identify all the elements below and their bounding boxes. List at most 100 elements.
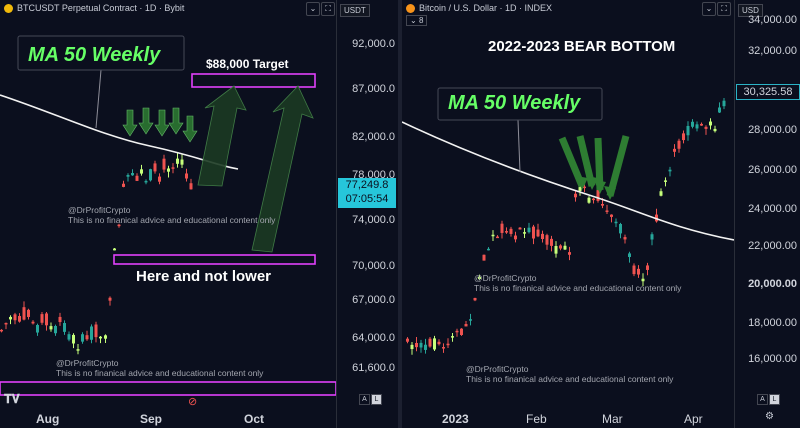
candle-body xyxy=(167,168,170,172)
candle-body xyxy=(410,344,414,350)
price-tick: 64,000.0 xyxy=(352,332,395,344)
candle-body xyxy=(704,126,708,129)
candle-body xyxy=(583,186,586,189)
right-price-axis[interactable]: USD 34,000.00 32,000.00 28,000.00 26,000… xyxy=(734,0,800,428)
right-current-price-box: 30,325.58 xyxy=(736,84,800,100)
candle-body xyxy=(473,297,477,301)
candle-body xyxy=(446,343,450,346)
candle-body xyxy=(718,107,721,113)
left-plot-area[interactable] xyxy=(0,0,336,428)
candle-body xyxy=(162,158,166,170)
candle-body xyxy=(695,124,699,129)
price-tick: 34,000.00 xyxy=(748,14,797,26)
candle-body xyxy=(482,254,486,261)
candle-body xyxy=(171,167,175,169)
auto-scale-button[interactable]: A xyxy=(359,394,370,405)
candle-body xyxy=(641,278,645,282)
candle-body xyxy=(442,347,445,349)
right-symbol-title: Bitcoin / U.S. Dollar · 1D · INDEX xyxy=(419,3,553,13)
price-tick: 32,000.00 xyxy=(748,45,797,57)
price-tick: 92,000.0 xyxy=(352,38,395,50)
panel-divider[interactable] xyxy=(398,0,402,428)
candle-body xyxy=(54,325,57,334)
x-axis-label: Sep xyxy=(140,412,163,426)
right-symbol-bar[interactable]: Bitcoin / U.S. Dollar · 1D · INDEX xyxy=(402,0,552,16)
candle-body xyxy=(81,334,84,342)
candle-body xyxy=(596,188,600,201)
ma-callout-box xyxy=(17,35,185,71)
down-arrow-icon xyxy=(182,115,198,143)
tradingview-logo-icon[interactable]: 𝐓𝐕 xyxy=(4,392,20,406)
left-symbol-bar[interactable]: BTCUSDT Perpetual Contract · 1D · Bybit xyxy=(0,0,184,16)
log-scale-button[interactable]: L xyxy=(769,394,780,405)
candle-body xyxy=(550,238,553,246)
candle-body xyxy=(424,344,427,350)
price-tick: 16,000.00 xyxy=(748,353,797,365)
support-label: Here and not lower xyxy=(136,268,272,285)
candle-body xyxy=(628,253,631,258)
candle-body xyxy=(682,133,685,141)
expand-icon[interactable]: ⛶ xyxy=(717,2,731,16)
goto-realtime-icon[interactable]: ⊘ xyxy=(188,396,198,408)
candle-body xyxy=(117,224,121,227)
current-price: 30,325.58 xyxy=(743,86,793,98)
left-current-price-box: 77,249.8 07:05:54 xyxy=(338,178,396,208)
candle-body xyxy=(601,203,604,206)
watermark: @DrProfitCrypto This is no finanical advi… xyxy=(466,364,674,384)
candle-body xyxy=(135,175,139,181)
auto-scale-button[interactable]: A xyxy=(757,394,768,405)
indicator-count-badge[interactable]: ⌄ 8 xyxy=(406,15,428,26)
down-arrow-icon xyxy=(586,176,598,190)
candle-body xyxy=(700,123,703,126)
candle-body xyxy=(496,236,499,239)
down-arrow-icon xyxy=(576,176,588,190)
right-chart-panel: Bitcoin / U.S. Dollar · 1D · INDEX ⌄ 8 ⌄… xyxy=(402,0,800,428)
log-scale-button[interactable]: L xyxy=(371,394,382,405)
left-currency-label[interactable]: USDT xyxy=(340,4,370,17)
candle-body xyxy=(686,125,690,136)
candle-body xyxy=(623,237,627,240)
right-currency-label[interactable]: USD xyxy=(738,4,763,17)
candle-body xyxy=(189,183,193,190)
candle-body xyxy=(185,173,188,179)
candle-body xyxy=(673,148,676,152)
candle-body xyxy=(428,338,432,347)
candle-body xyxy=(505,231,508,233)
candle-body xyxy=(18,315,21,322)
expand-icon[interactable]: ⛶ xyxy=(321,2,335,16)
candle-body xyxy=(559,245,562,249)
price-tick: 26,000.00 xyxy=(748,164,797,176)
price-tick: 82,000.0 xyxy=(352,131,395,143)
bitcoin-icon xyxy=(406,3,415,13)
candle-body xyxy=(532,226,535,239)
candle-body xyxy=(619,224,622,234)
right-plot-area[interactable] xyxy=(402,0,734,428)
chevron-down-icon[interactable]: ⌄ xyxy=(306,2,320,16)
chart-settings-icon[interactable]: ⚙ xyxy=(765,411,774,422)
x-axis-label: Feb xyxy=(526,412,547,426)
target-zone-box xyxy=(191,73,316,88)
target-label: $88,000 Target xyxy=(206,57,289,71)
candle-body xyxy=(72,334,75,344)
candle-body xyxy=(131,173,134,176)
candle-body xyxy=(36,324,39,333)
candle-body xyxy=(568,252,571,255)
candle-body xyxy=(67,334,71,340)
candle-body xyxy=(4,322,8,325)
candle-body xyxy=(108,297,112,301)
candle-body xyxy=(49,326,53,330)
bybit-symbol-icon xyxy=(4,3,13,13)
candle-body xyxy=(153,163,157,172)
left-price-axis[interactable]: USDT 92,000.0 87,000.0 82,000.0 78,000.0… xyxy=(336,0,398,428)
candle-body xyxy=(478,276,481,279)
down-arrow-icon xyxy=(604,186,616,200)
chevron-down-icon[interactable]: ⌄ xyxy=(702,2,716,16)
price-tick: 61,600.0 xyxy=(352,362,395,374)
candle-body xyxy=(406,338,409,342)
candle-body xyxy=(76,349,80,351)
candle-body xyxy=(419,342,423,348)
ma-50-weekly-line xyxy=(0,94,239,170)
down-arrow-icon xyxy=(594,180,606,194)
price-tick: 28,000.00 xyxy=(748,124,797,136)
